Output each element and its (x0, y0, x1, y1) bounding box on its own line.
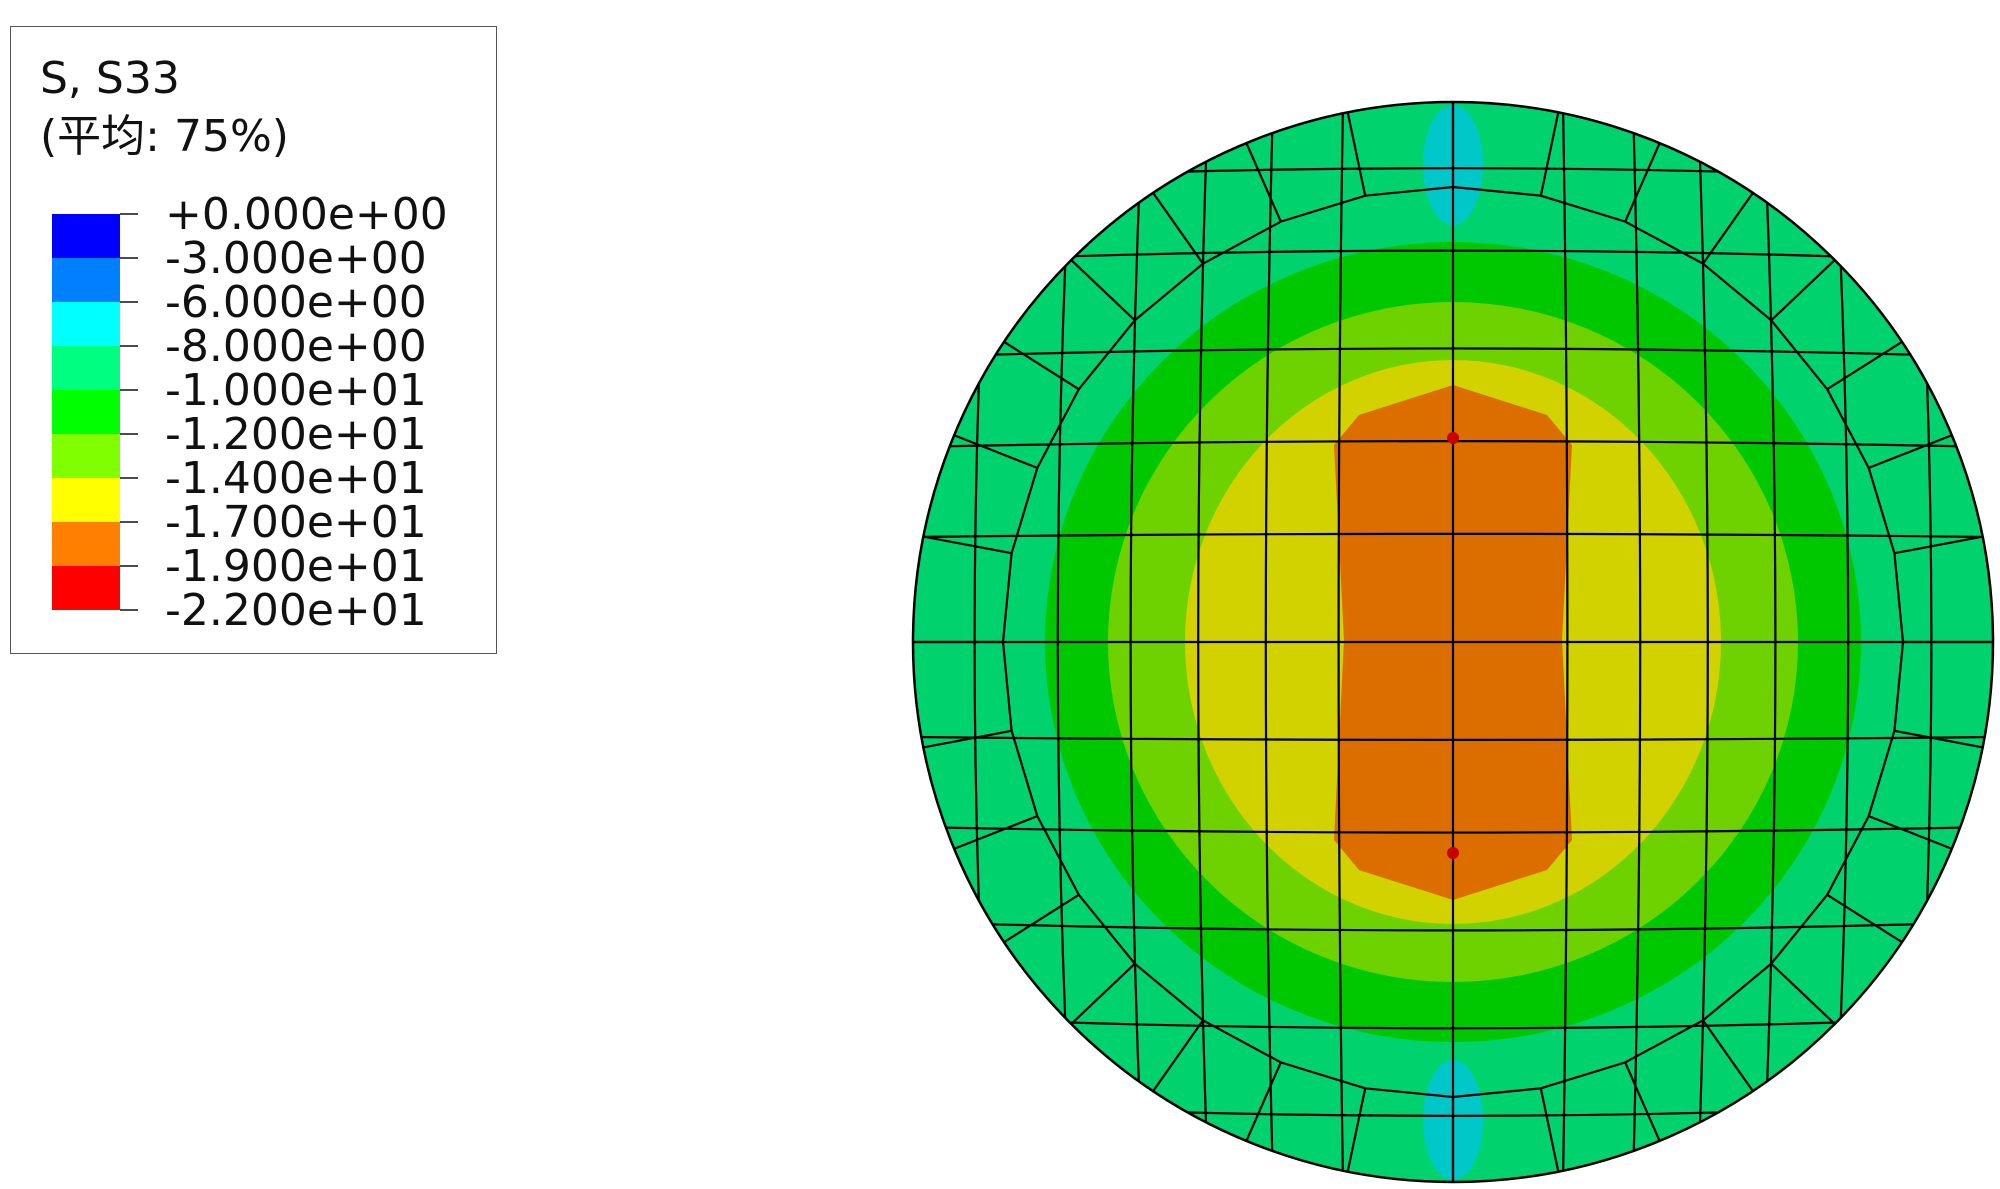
legend-tick-label: -1.700e+01 (165, 497, 427, 548)
mesh-spoke (1243, 138, 1282, 223)
mesh-spoke (1539, 107, 1561, 196)
legend-band-0 (52, 214, 120, 258)
mesh-spoke (1826, 338, 1907, 391)
legend-band-2 (52, 302, 120, 346)
legend-band-7 (52, 522, 120, 566)
mesh-node-top (1447, 432, 1459, 444)
mesh-spoke (1770, 962, 1840, 1029)
legend-tick-label: -1.900e+01 (165, 541, 427, 592)
mesh-spoke (1624, 1061, 1663, 1146)
legend-tick-label: -8.000e+00 (165, 321, 427, 372)
mesh-line-horizontal (913, 920, 1993, 932)
mesh-spoke (949, 815, 1038, 852)
mesh-spoke (1868, 815, 1957, 852)
legend-tick-label: -6.000e+00 (165, 277, 427, 328)
mesh-spoke (949, 432, 1038, 469)
legend-band-1 (52, 258, 120, 302)
legend-tick-label: -1.200e+01 (165, 409, 427, 460)
legend-tick-label: +0.000e+00 (165, 189, 448, 240)
mesh-spoke (1243, 1061, 1282, 1146)
mesh-line-horizontal (913, 532, 1993, 539)
legend-tick-label: -1.400e+01 (165, 453, 427, 504)
mesh-spoke (1149, 1019, 1204, 1096)
mesh-line-horizontal (913, 735, 1993, 741)
mesh-line-horizontal (913, 347, 1993, 359)
mesh-spoke (918, 534, 1012, 555)
legend-tick-label: -2.200e+01 (165, 585, 427, 636)
mesh-spoke (999, 338, 1080, 391)
mesh-spoke (1894, 729, 1988, 750)
mesh-spoke (918, 729, 1012, 750)
legend-band-5 (52, 434, 120, 478)
mesh-spoke (1066, 962, 1136, 1029)
mesh-spoke (1539, 1088, 1561, 1177)
mesh-spoke (1066, 255, 1136, 322)
mesh-spoke (999, 893, 1080, 946)
mesh-spoke (1702, 1019, 1757, 1096)
mesh-spoke (1894, 534, 1988, 555)
legend-title: S, S33 (40, 53, 180, 104)
mesh-spoke (1868, 432, 1957, 469)
mesh-spoke (1770, 255, 1840, 322)
mesh-node-bottom (1447, 847, 1459, 859)
mesh-spoke (1702, 188, 1757, 265)
legend-title-block: S, S33 (平均: 75%) (40, 50, 289, 166)
legend-tick-label: -1.000e+01 (165, 365, 427, 416)
legend-band-6 (52, 478, 120, 522)
mesh-spoke (1826, 893, 1907, 946)
legend-band-4 (52, 390, 120, 434)
mesh-line-horizontal (913, 825, 1993, 834)
legend-band-3 (52, 346, 120, 390)
mesh-spoke (1624, 138, 1663, 223)
legend-tick-label: -3.000e+00 (165, 233, 427, 284)
legend-band-8 (52, 566, 120, 610)
disk-outline (911, 100, 1995, 1184)
mesh-spoke (1345, 107, 1367, 196)
mesh-spoke (1149, 188, 1204, 265)
mesh-spoke (1345, 1088, 1367, 1177)
legend-subtitle: (平均: 75%) (40, 111, 289, 162)
